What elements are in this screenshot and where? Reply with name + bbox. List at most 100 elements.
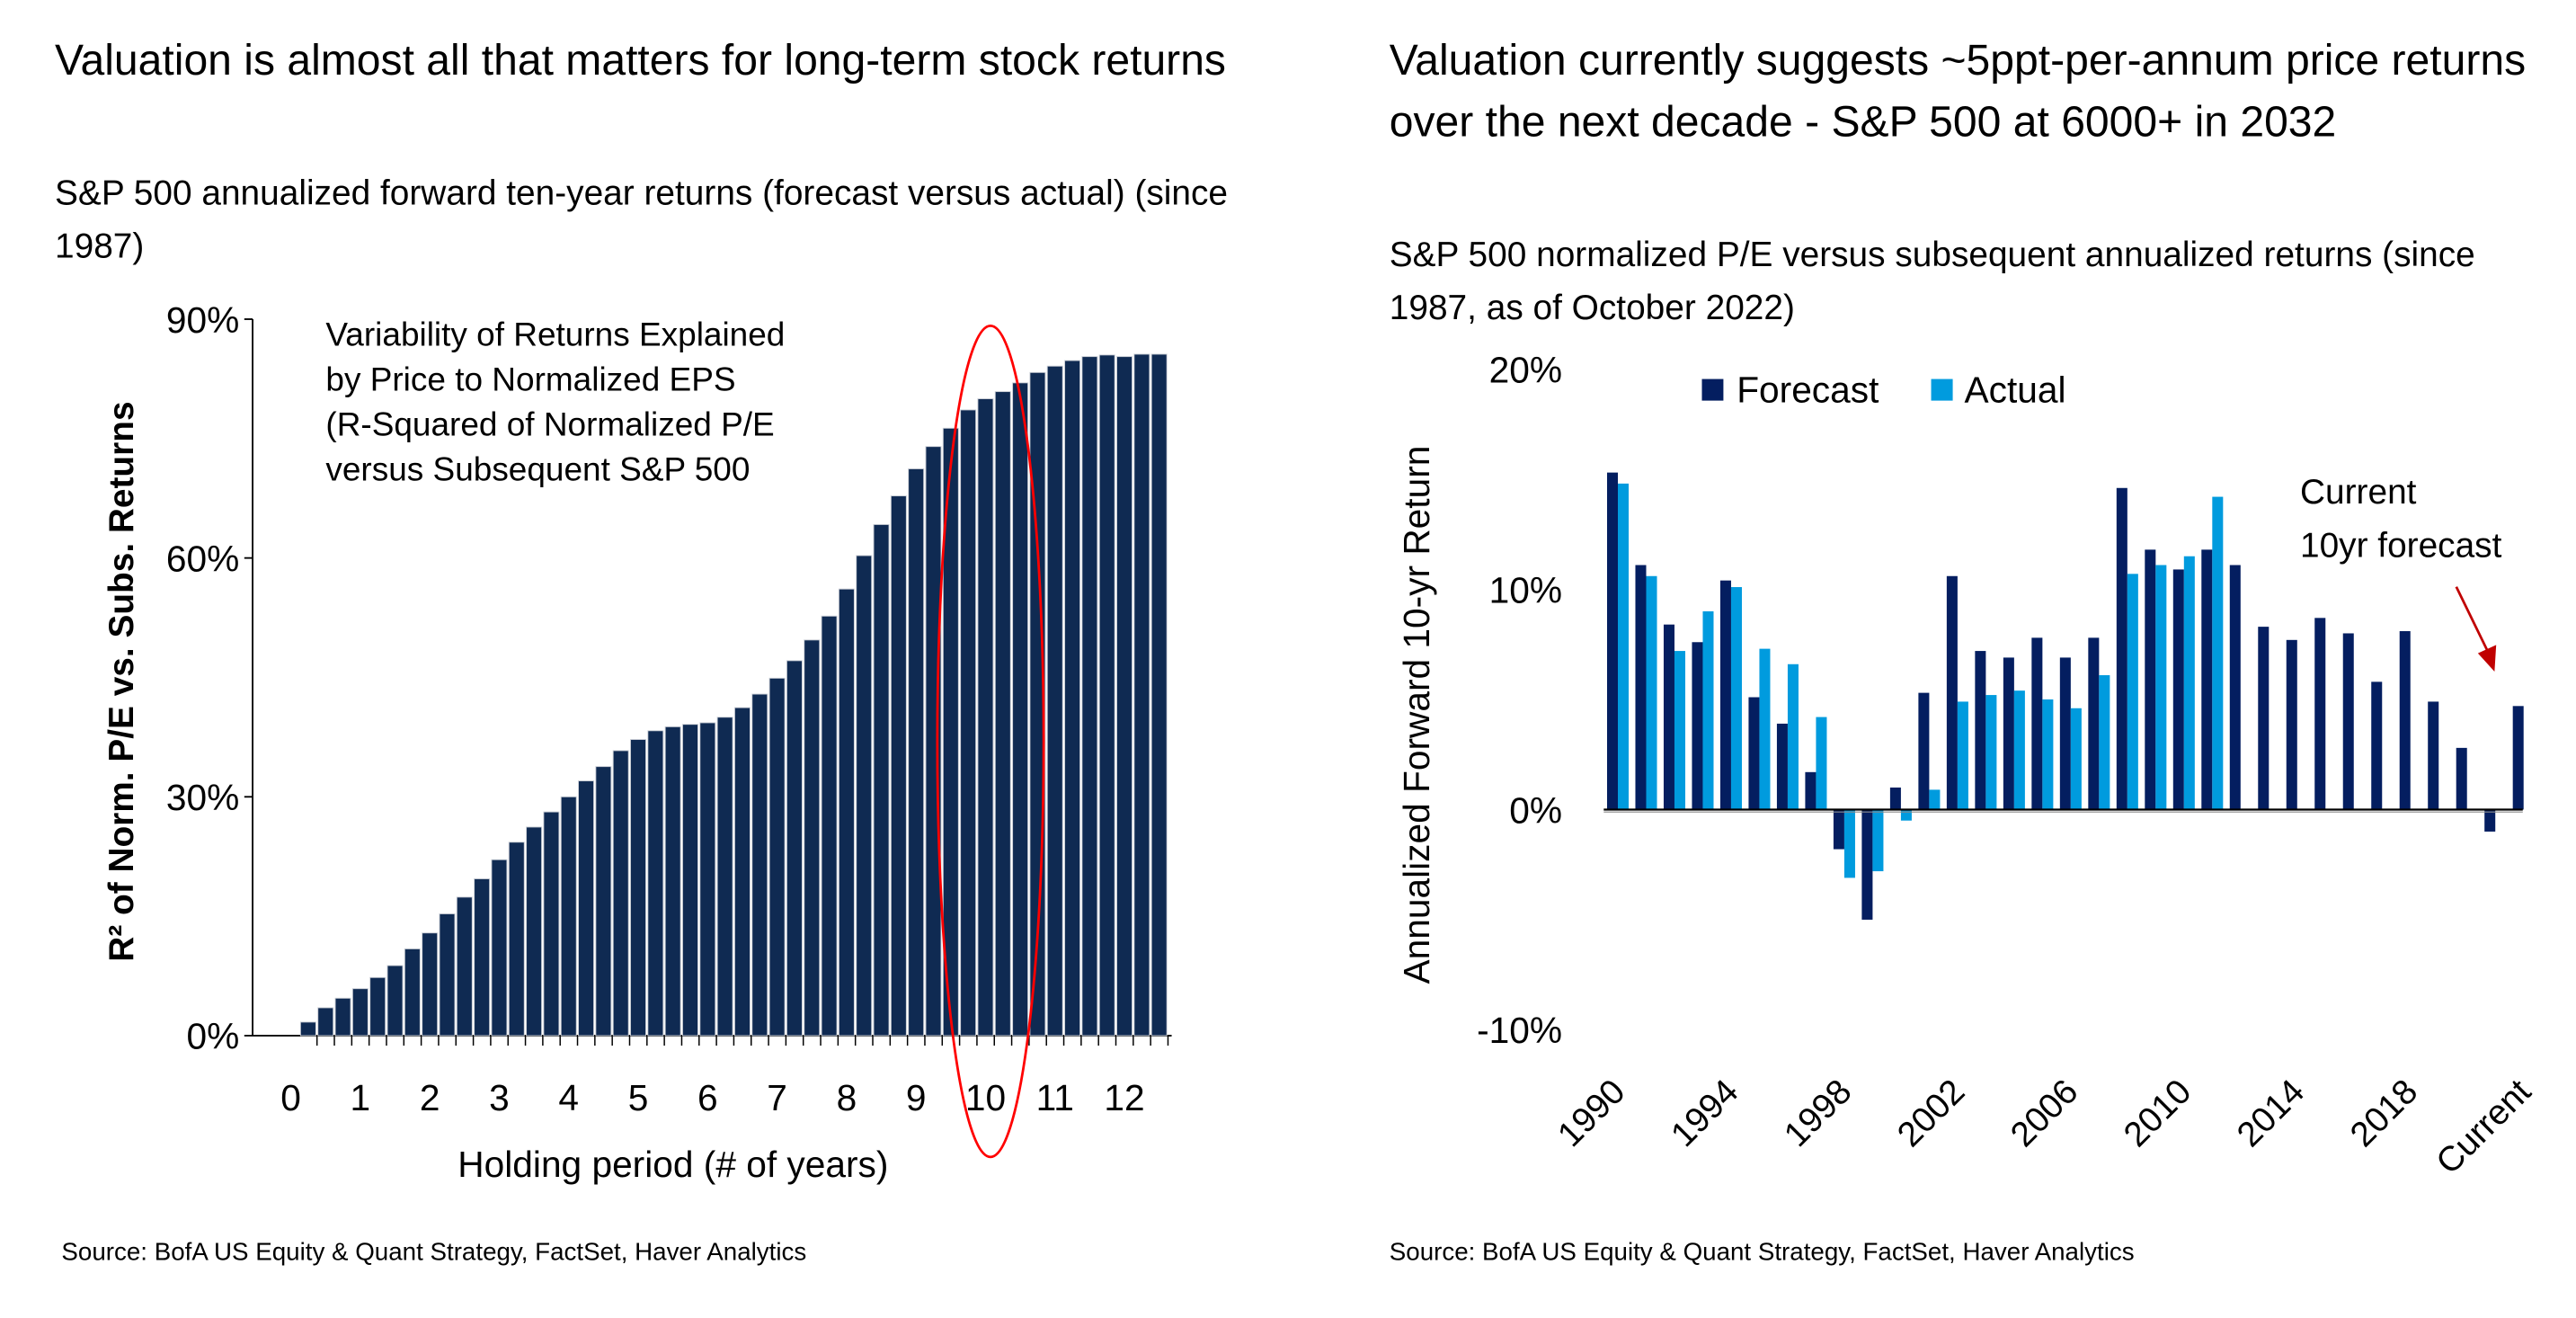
actual-bar xyxy=(1900,809,1912,821)
bar xyxy=(838,588,855,1037)
x-tick-label: 0 xyxy=(280,1077,301,1118)
bar xyxy=(369,976,386,1037)
forecast-bar xyxy=(1776,723,1788,810)
bar xyxy=(647,730,664,1037)
bar xyxy=(422,932,439,1037)
y-axis-title: Annualized Forward 10-yr Return xyxy=(1396,446,1437,984)
x-tick-label: 1990 xyxy=(1550,1073,1632,1154)
x-tick-label: 6 xyxy=(697,1077,718,1118)
bar xyxy=(1046,365,1063,1037)
bar xyxy=(768,677,786,1037)
forecast-bar xyxy=(2059,657,2071,810)
legend-label-actual: Actual xyxy=(1965,369,2066,410)
forecast-bar xyxy=(2003,657,2014,810)
y-tick-label: 20% xyxy=(1489,349,1562,390)
bar xyxy=(942,427,959,1037)
actual-bar xyxy=(1759,648,1771,810)
forecast-bar xyxy=(1889,787,1901,810)
x-tick-label: 2002 xyxy=(1890,1073,1972,1154)
actual-bar xyxy=(1674,651,1686,810)
forecast-bar xyxy=(1861,809,1873,920)
forecast-bar xyxy=(2428,701,2439,810)
actual-bar xyxy=(1618,483,1630,810)
forecast-bar xyxy=(1606,472,1619,810)
bar xyxy=(960,409,977,1037)
x-tick-label: 2010 xyxy=(2117,1073,2198,1154)
x-tick-label: Current xyxy=(2429,1072,2538,1181)
bar xyxy=(925,446,942,1037)
bar xyxy=(299,1021,316,1037)
bar xyxy=(1098,354,1115,1037)
forecast-bar xyxy=(2484,809,2496,832)
right-title: Valuation currently suggests ~5ppt-per-a… xyxy=(1389,34,2527,147)
forecast-bar xyxy=(2456,747,2467,810)
legend-swatch-actual xyxy=(1931,378,1953,401)
bar xyxy=(491,859,508,1037)
forecast-bar xyxy=(1719,580,1731,810)
x-tick-label: 4 xyxy=(558,1077,579,1118)
bar xyxy=(317,1007,334,1037)
bar xyxy=(439,913,456,1037)
bar xyxy=(612,750,629,1037)
forecast-bar xyxy=(2342,633,2354,810)
right-source: Source: BofA US Equity & Quant Strategy,… xyxy=(1389,1238,2135,1267)
x-tick-label: 10 xyxy=(965,1077,1006,1118)
actual-bar xyxy=(2042,699,2054,810)
y-tick-label: 60% xyxy=(166,538,239,579)
left-source: Source: BofA US Equity & Quant Strategy,… xyxy=(61,1238,807,1267)
x-tick-label: 7 xyxy=(767,1077,787,1118)
bar xyxy=(664,726,681,1037)
forecast-bar xyxy=(1975,651,1986,810)
y-tick-label: 30% xyxy=(166,777,239,818)
y-axis-title: R² of Norm. P/E vs. Subs. Returns xyxy=(102,401,141,961)
forecast-bar xyxy=(2116,487,2127,810)
forecast-bar xyxy=(1946,575,1958,810)
bar xyxy=(1081,356,1098,1037)
actual-bar xyxy=(1985,695,1997,810)
actual-bar xyxy=(2183,556,2195,810)
y-tick-label: 0% xyxy=(1509,789,1562,831)
actual-bar xyxy=(1787,663,1799,810)
forecast-bar xyxy=(1918,692,1930,810)
forecast-bar xyxy=(2172,569,2184,810)
bar xyxy=(733,707,751,1037)
actual-bar xyxy=(1730,587,1742,810)
bar xyxy=(595,766,612,1037)
bar xyxy=(543,811,560,1037)
actual-bar xyxy=(2212,496,2224,810)
bar xyxy=(578,780,595,1037)
forecast-bar xyxy=(2031,637,2043,810)
bar xyxy=(404,948,421,1037)
x-tick-label: 9 xyxy=(906,1077,927,1118)
bar xyxy=(786,660,803,1037)
legend-swatch-forecast xyxy=(1701,378,1724,401)
actual-bar xyxy=(1957,701,1968,810)
x-tick-label: 5 xyxy=(628,1077,649,1118)
forecast-bar xyxy=(2258,627,2270,810)
forecast-bar xyxy=(2145,549,2156,810)
bar xyxy=(474,878,491,1037)
actual-bar xyxy=(1646,575,1657,810)
actual-bar xyxy=(2013,690,2025,810)
bar xyxy=(682,724,698,1037)
bar xyxy=(994,391,1011,1037)
x-tick-label: 1998 xyxy=(1777,1073,1859,1154)
bar xyxy=(508,842,525,1037)
x-tick-label: 1 xyxy=(351,1077,371,1118)
highlight-ellipse xyxy=(936,325,1045,1159)
bar xyxy=(890,495,907,1037)
forecast-bar xyxy=(1663,624,1674,810)
x-axis-title: Holding period (# of years) xyxy=(457,1144,888,1185)
forecast-bar xyxy=(2512,706,2524,810)
bar xyxy=(351,988,369,1037)
annotation-text: Variability of Returns Explained by Price… xyxy=(325,316,785,488)
forecast-bar xyxy=(2201,549,2213,810)
actual-bar xyxy=(1929,789,1941,810)
bar xyxy=(1012,382,1029,1037)
forecast-bar xyxy=(2314,618,2326,810)
bar xyxy=(1116,356,1133,1037)
legend-label-forecast: Forecast xyxy=(1737,369,1879,410)
y-tick-label: -10% xyxy=(1477,1010,1562,1051)
actual-bar xyxy=(2155,565,2167,810)
bar xyxy=(856,555,873,1037)
